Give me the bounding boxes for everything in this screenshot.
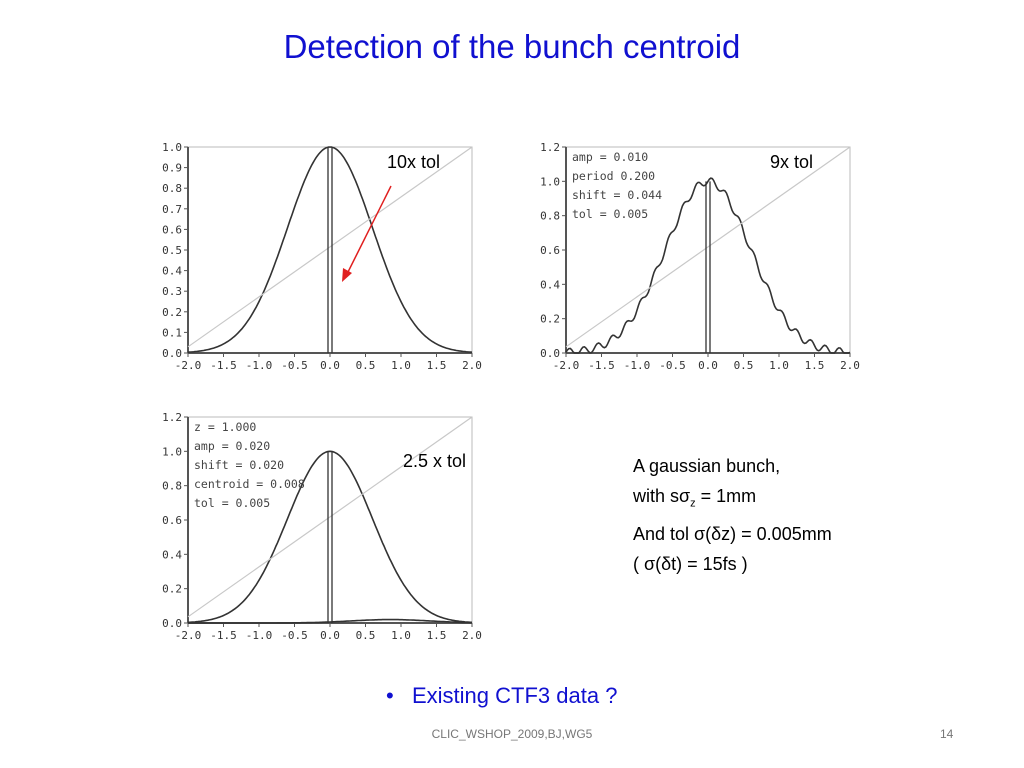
- plot-10x-tol: -2.0 -1.5 -1.0 -0.5 0.0 0.5 1.0 1.5 2.0 0.0 0.1 0.2…: [162, 141, 482, 372]
- x-tick-label: 2.0: [840, 359, 860, 372]
- y-tick-label: 0.4: [162, 265, 182, 278]
- y-tick-label: 0.0: [540, 347, 560, 360]
- y-tick-label: 0.5: [162, 244, 182, 257]
- bunch-curve: [565, 177, 851, 354]
- bunch-curve: [188, 450, 472, 624]
- bullet-item: • Existing CTF3 data ?: [386, 683, 617, 709]
- param-text: shift = 0.044: [572, 188, 662, 202]
- y-tick-label: 1.0: [162, 445, 182, 458]
- y-tick-label: 1.0: [162, 141, 182, 154]
- red-arrow: [342, 185, 392, 282]
- x-tick-label: 1.5: [427, 359, 447, 372]
- y-tick-label: 1.2: [540, 141, 560, 154]
- x-tick-label: -1.0: [624, 359, 651, 372]
- y-tick-label: 0.2: [540, 313, 560, 326]
- x-tick-label: 1.5: [805, 359, 825, 372]
- desc-line-2: with sσz = 1mm: [633, 486, 757, 510]
- x-tick-label: 0.5: [356, 629, 376, 642]
- param-text: shift = 0.020: [194, 458, 284, 472]
- y-tick-label: 0.8: [162, 182, 182, 195]
- desc-line-1: A gaussian bunch,: [633, 456, 781, 476]
- plot-2-5x-tol: -2.0 -1.5 -1.0 -0.5 0.0 0.5 1.0 1.5 2.0 0.0 0.2 0.4…: [162, 411, 482, 642]
- y-tick-label: 0.2: [162, 306, 182, 319]
- x-tick-label: 1.5: [427, 629, 447, 642]
- x-tick-label: 0.5: [356, 359, 376, 372]
- desc-line-4: ( σ(δt) = 15fs ): [633, 553, 748, 574]
- y-tick-label: 0.4: [540, 278, 560, 291]
- bullet-dot-icon: •: [386, 683, 394, 708]
- y-tick-label: 0.1: [162, 326, 182, 339]
- param-text: centroid = 0.008: [194, 477, 305, 491]
- bunch-curve: [187, 146, 473, 353]
- y-tick-label: 0.2: [162, 583, 182, 596]
- x-tick-label: 0.0: [320, 629, 340, 642]
- label-9x-tol: 9x tol: [770, 152, 814, 172]
- x-tick-label: -0.5: [281, 629, 308, 642]
- slide-title: Detection of the bunch centroid: [283, 28, 741, 65]
- x-tick-label: 1.0: [769, 359, 789, 372]
- x-tick-label: -1.0: [246, 359, 273, 372]
- x-tick-label: -0.5: [281, 359, 308, 372]
- x-tick-label: -1.5: [588, 359, 615, 372]
- footer-text: CLIC_WSHOP_2009,BJ,WG5: [431, 727, 593, 741]
- x-tick-label: -2.0: [175, 359, 202, 372]
- y-tick-label: 0.3: [162, 285, 182, 298]
- param-text: amp = 0.020: [194, 439, 270, 453]
- residual-curve: [188, 618, 472, 624]
- param-text: tol = 0.005: [194, 496, 270, 510]
- desc-line-3: And tol σ(δz) = 0.005mm: [633, 523, 832, 544]
- y-tick-label: 1.2: [162, 411, 182, 424]
- x-tick-label: 0.5: [734, 359, 754, 372]
- y-tick-label: 0.7: [162, 203, 182, 216]
- reference-line: [187, 416, 473, 618]
- y-tick-label: 0.6: [162, 223, 182, 236]
- description-text: A gaussian bunch, with sσz = 1mm And tol…: [633, 451, 832, 579]
- y-tick-label: 0.0: [162, 617, 182, 630]
- y-tick-label: 0.8: [540, 210, 560, 223]
- param-text: period 0.200: [572, 169, 655, 183]
- x-tick-label: -2.0: [175, 629, 202, 642]
- y-tick-label: 0.0: [162, 347, 182, 360]
- y-tick-label: 0.4: [162, 548, 182, 561]
- y-tick-label: 0.9: [162, 162, 182, 175]
- x-tick-label: 1.0: [391, 359, 411, 372]
- x-tick-label: -1.5: [210, 629, 237, 642]
- x-tick-label: 0.0: [320, 359, 340, 372]
- param-text: z = 1.000: [194, 420, 256, 434]
- x-tick-label: -1.5: [210, 359, 237, 372]
- y-tick-label: 0.6: [540, 244, 560, 257]
- x-tick-label: 0.0: [698, 359, 718, 372]
- param-text: tol = 0.005: [572, 207, 648, 221]
- label-2-5x-tol: 2.5 x tol: [403, 451, 467, 471]
- x-tick-label: -1.0: [246, 629, 273, 642]
- x-tick-label: 2.0: [462, 359, 482, 372]
- x-tick-label: -0.5: [659, 359, 686, 372]
- x-tick-label: 2.0: [462, 629, 482, 642]
- y-tick-label: 1.0: [540, 175, 560, 188]
- plot-9x-tol: -2.0 -1.5 -1.0 -0.5 0.0 0.5 1.0 1.5 2.0 0.0 0.2 0.4…: [540, 141, 860, 372]
- reference-line: [187, 146, 473, 348]
- reference-line: [565, 146, 851, 348]
- page-number: 14: [940, 727, 954, 741]
- label-10x-tol: 10x tol: [387, 152, 441, 172]
- y-tick-label: 0.8: [162, 480, 182, 493]
- y-tick-label: 0.6: [162, 514, 182, 527]
- x-tick-label: 1.0: [391, 629, 411, 642]
- bullet-text: Existing CTF3 data ?: [412, 683, 618, 708]
- x-tick-label: -2.0: [553, 359, 580, 372]
- param-text: amp = 0.010: [572, 150, 648, 164]
